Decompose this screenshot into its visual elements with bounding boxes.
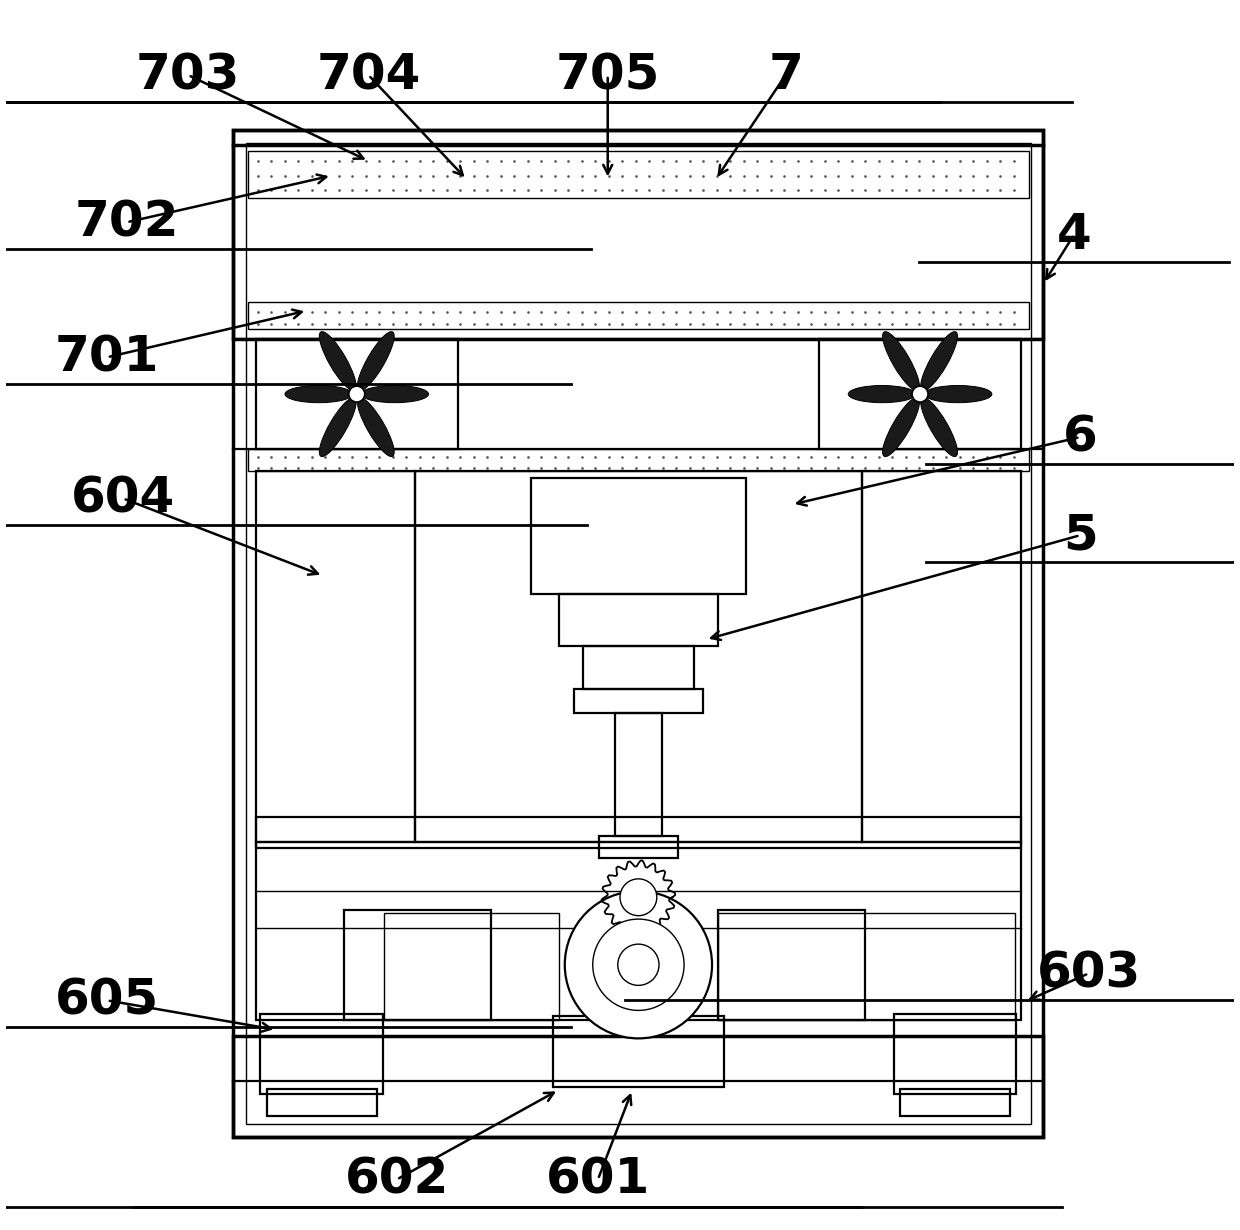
Circle shape	[348, 386, 365, 402]
Ellipse shape	[357, 397, 394, 456]
Bar	[233, 130, 1043, 339]
Text: 602: 602	[345, 1155, 449, 1203]
Bar	[553, 1016, 724, 1087]
Bar	[233, 130, 1043, 1137]
Circle shape	[913, 386, 928, 402]
Ellipse shape	[361, 385, 429, 402]
Ellipse shape	[357, 332, 394, 391]
Bar	[255, 818, 1022, 849]
Text: 6: 6	[1063, 413, 1097, 461]
Circle shape	[618, 945, 658, 985]
Text: 702: 702	[74, 198, 179, 246]
Bar	[599, 836, 678, 859]
Bar	[255, 471, 415, 843]
Ellipse shape	[920, 397, 957, 456]
Text: 601: 601	[546, 1155, 650, 1203]
Bar	[267, 1089, 377, 1116]
Ellipse shape	[319, 397, 356, 456]
Text: 603: 603	[1037, 950, 1141, 998]
Bar	[574, 689, 703, 713]
Bar	[248, 449, 1029, 471]
Ellipse shape	[848, 385, 916, 402]
Ellipse shape	[319, 332, 356, 391]
Circle shape	[620, 879, 657, 915]
Bar	[246, 143, 1032, 1124]
Bar	[255, 339, 458, 449]
Ellipse shape	[883, 332, 920, 391]
Circle shape	[593, 919, 684, 1010]
Bar	[531, 477, 745, 594]
Bar	[615, 713, 662, 836]
Bar	[260, 1014, 383, 1093]
Bar	[343, 909, 491, 1020]
Bar	[900, 1089, 1011, 1116]
Bar	[894, 1014, 1017, 1093]
Text: 604: 604	[71, 475, 175, 523]
Bar	[559, 594, 718, 646]
Text: 704: 704	[316, 50, 420, 100]
Bar	[718, 909, 866, 1020]
Text: 705: 705	[556, 50, 660, 100]
Bar	[862, 471, 1022, 843]
Bar	[248, 303, 1029, 330]
Bar	[415, 471, 862, 843]
Ellipse shape	[920, 332, 957, 391]
Bar	[255, 843, 1022, 1020]
Circle shape	[564, 891, 712, 1038]
Bar	[818, 339, 1022, 449]
Ellipse shape	[285, 385, 352, 402]
Bar	[583, 646, 693, 689]
Bar	[248, 151, 1029, 198]
Ellipse shape	[883, 397, 920, 456]
Text: 605: 605	[55, 977, 159, 1025]
Bar	[233, 1036, 1043, 1137]
Text: 4: 4	[1056, 210, 1091, 258]
Text: 703: 703	[136, 50, 241, 100]
Bar	[384, 913, 559, 1020]
Bar	[718, 913, 1016, 1020]
Text: 5: 5	[1063, 512, 1097, 560]
Text: 701: 701	[55, 333, 159, 381]
Ellipse shape	[924, 385, 992, 402]
Text: 7: 7	[769, 50, 804, 100]
